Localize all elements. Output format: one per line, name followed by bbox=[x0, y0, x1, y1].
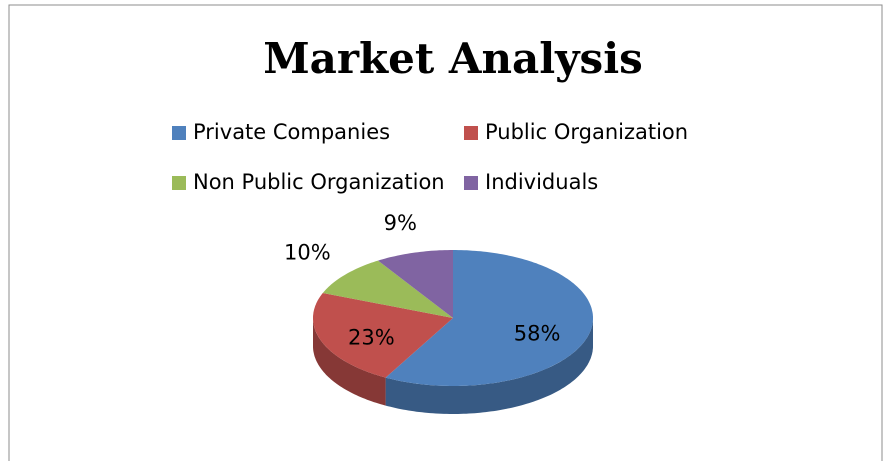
slice-side bbox=[385, 318, 593, 414]
slice-side bbox=[313, 318, 386, 406]
legend-label: Non Public Organization bbox=[193, 170, 445, 194]
data-label: 58% bbox=[514, 321, 561, 345]
legend-swatch bbox=[172, 126, 186, 140]
legend-swatch bbox=[464, 126, 478, 140]
legend: Private Companies Public Organization Non … bbox=[172, 120, 688, 194]
pie: 58% 23% 10% 9% bbox=[284, 211, 593, 414]
slice-top bbox=[378, 250, 453, 318]
slice bbox=[322, 260, 453, 318]
chart-title: Market Analysis bbox=[263, 34, 643, 83]
legend-label: Private Companies bbox=[193, 120, 390, 144]
data-label: 9% bbox=[384, 211, 417, 235]
legend-label: Public Organization bbox=[485, 120, 688, 144]
slice-top bbox=[385, 250, 593, 386]
slice bbox=[313, 293, 453, 406]
slice-top bbox=[313, 293, 453, 378]
legend-swatch bbox=[172, 176, 186, 190]
legend-label: Individuals bbox=[485, 170, 598, 194]
legend-swatch bbox=[464, 176, 478, 190]
slice-top bbox=[322, 260, 453, 318]
data-label: 23% bbox=[348, 325, 395, 349]
data-label: 10% bbox=[284, 240, 331, 264]
slice bbox=[378, 250, 453, 318]
slice bbox=[385, 250, 593, 414]
